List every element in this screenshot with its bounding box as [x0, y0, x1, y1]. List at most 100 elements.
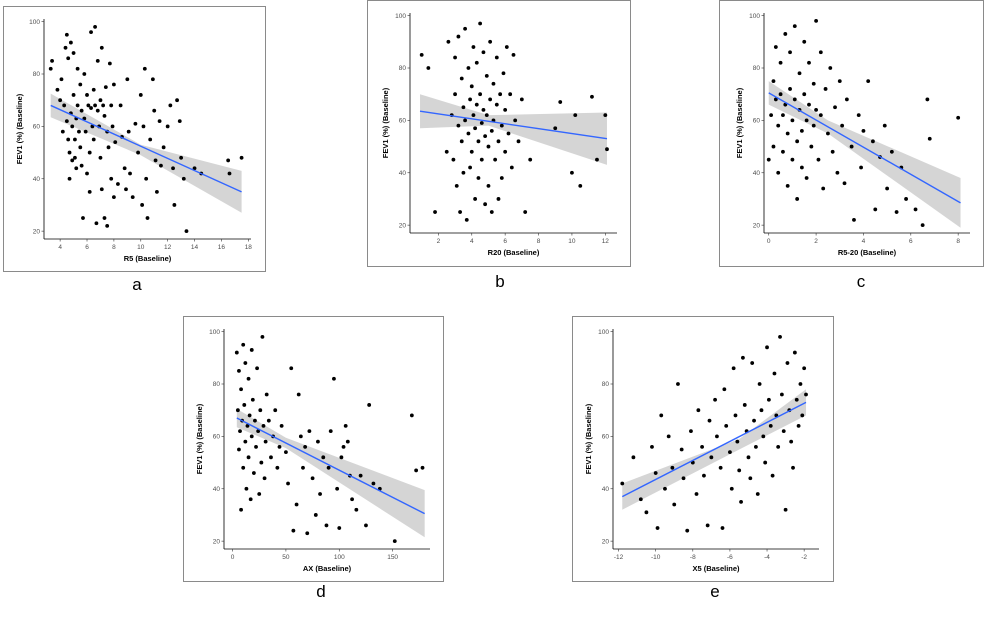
data-point	[91, 137, 96, 142]
data-point	[702, 473, 706, 478]
data-point	[446, 39, 451, 44]
data-point	[91, 87, 96, 92]
data-point	[494, 55, 499, 60]
data-point	[284, 450, 288, 454]
data-point	[778, 92, 783, 97]
x-tick-label: 18	[245, 244, 253, 251]
data-point	[788, 87, 792, 91]
data-point	[289, 366, 294, 371]
data-point	[852, 218, 856, 222]
data-point	[249, 348, 254, 352]
data-point	[392, 539, 397, 544]
data-point	[337, 526, 342, 530]
data-point	[842, 181, 847, 186]
data-point	[458, 210, 462, 214]
y-tick-label: 80	[753, 65, 761, 72]
confidence-band	[768, 81, 961, 228]
data-point	[766, 157, 771, 162]
data-point	[101, 103, 106, 108]
data-point	[261, 424, 266, 428]
data-point	[301, 465, 305, 470]
data-point	[136, 150, 140, 155]
data-point	[234, 350, 239, 355]
data-point	[459, 139, 464, 144]
data-point	[499, 123, 504, 128]
x-axis-label: AX (Baseline)	[303, 564, 352, 573]
x-tick-label: 150	[387, 554, 398, 561]
data-point	[192, 166, 197, 171]
data-point	[573, 113, 578, 118]
data-point	[679, 447, 684, 452]
x-tick-label: -10	[651, 554, 661, 561]
data-point	[242, 403, 247, 407]
data-point	[799, 128, 804, 133]
y-tick-label: 80	[602, 381, 610, 388]
data-point	[367, 403, 372, 407]
scatter-plot-a: 4 6 8 10 12 14 16 18 20 40 60 80 100 R5 (Baseline) FEV…	[15, 19, 253, 263]
data-point	[488, 39, 493, 44]
data-point	[251, 471, 256, 475]
data-point	[433, 210, 437, 214]
data-point	[484, 73, 489, 78]
x-tick-label: 10	[568, 238, 576, 245]
data-point	[473, 197, 478, 201]
data-point	[503, 149, 508, 154]
data-point	[790, 157, 795, 162]
x-tick-label: 0	[231, 554, 235, 561]
data-point	[670, 465, 675, 470]
y-tick-label: 100	[749, 13, 760, 20]
data-point	[313, 513, 318, 517]
data-point	[676, 382, 680, 386]
data-point	[354, 507, 359, 512]
data-point	[144, 176, 149, 181]
data-point	[795, 139, 800, 144]
data-point	[655, 526, 660, 530]
data-point	[800, 413, 805, 418]
data-point	[763, 460, 768, 465]
data-point	[483, 134, 488, 138]
panel-letter-d: d	[316, 582, 326, 601]
data-point	[155, 189, 159, 194]
data-point	[106, 145, 111, 150]
data-point	[93, 24, 97, 29]
data-point	[466, 66, 471, 70]
data-point	[476, 139, 481, 144]
data-point	[286, 481, 290, 486]
data-point	[248, 497, 253, 502]
data-point	[773, 97, 778, 102]
data-point	[728, 450, 732, 454]
data-point	[792, 350, 797, 355]
data-point	[830, 149, 835, 154]
data-point	[95, 59, 100, 63]
data-point	[783, 507, 788, 512]
data-point	[804, 118, 809, 123]
data-point	[266, 418, 271, 423]
data-point	[818, 50, 823, 55]
data-point	[791, 465, 795, 470]
data-point	[275, 465, 280, 470]
data-point	[273, 408, 278, 413]
y-tick-label: 60	[753, 118, 761, 125]
data-point	[238, 429, 242, 434]
data-point	[414, 468, 419, 473]
data-point	[722, 387, 727, 392]
data-point	[818, 113, 823, 118]
data-point	[828, 66, 833, 70]
data-point	[479, 121, 484, 125]
data-point	[161, 145, 166, 150]
data-point	[113, 140, 118, 144]
data-point	[718, 465, 723, 470]
data-point	[904, 197, 908, 201]
data-point	[523, 210, 528, 214]
data-point	[239, 155, 244, 160]
data-point	[245, 424, 250, 428]
data-point	[227, 171, 232, 176]
data-point	[488, 97, 493, 102]
panel-letter-a: a	[132, 275, 142, 294]
data-point	[237, 447, 241, 452]
panel-letter-c: c	[856, 272, 866, 291]
data-point	[785, 361, 790, 365]
data-point	[243, 439, 248, 444]
data-point	[737, 468, 742, 473]
data-point	[491, 81, 496, 86]
